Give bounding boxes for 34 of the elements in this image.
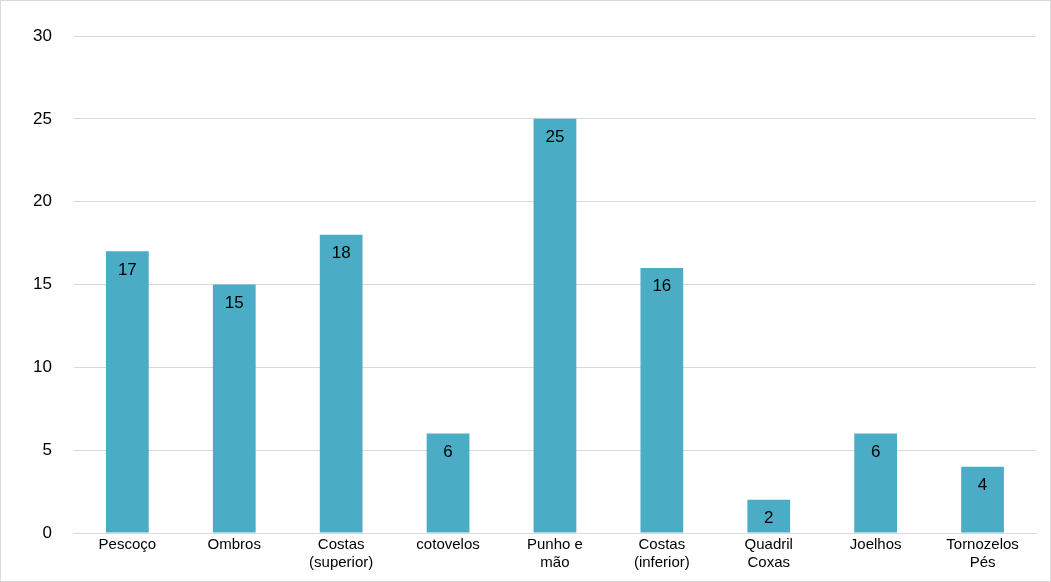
y-tick-label: 30	[32, 25, 52, 45]
y-tick-label: 20	[32, 191, 52, 211]
y-tick-label: 5	[42, 439, 52, 459]
y-tick-label: 15	[32, 274, 52, 294]
data-label: 18	[331, 242, 351, 262]
bar	[212, 284, 256, 533]
bar	[640, 267, 684, 533]
y-tick-label: 10	[32, 357, 52, 377]
bar	[854, 433, 898, 533]
bar	[319, 234, 363, 533]
bar	[961, 466, 1004, 533]
bar	[747, 499, 791, 533]
data-label: 15	[224, 292, 244, 312]
bar	[533, 118, 577, 533]
x-tick-label: Joelhos	[849, 535, 902, 553]
bar	[426, 433, 470, 533]
data-label: 4	[977, 474, 988, 494]
x-tick-label: Costas (superior)	[309, 535, 374, 571]
data-label: 2	[764, 508, 774, 528]
data-label: 6	[443, 441, 453, 461]
data-label: 25	[545, 127, 565, 147]
x-tick-label: Ombros	[207, 535, 261, 553]
x-tick-label: Pescoço	[98, 535, 157, 553]
bar	[105, 251, 149, 533]
y-tick-label: 0	[42, 522, 52, 542]
x-tick-label: Costas (inferior)	[633, 535, 690, 571]
x-tick-label: cotovelos	[416, 535, 480, 553]
data-label: 17	[117, 259, 137, 279]
data-label: 6	[870, 441, 881, 461]
data-label: 16	[652, 276, 672, 296]
x-tick-label: Tornozelos Pés	[946, 535, 1019, 571]
x-tick-label: Quadril Coxas	[744, 535, 793, 571]
y-tick-label: 25	[32, 108, 52, 128]
x-tick-label: Punho e mão	[527, 535, 583, 571]
